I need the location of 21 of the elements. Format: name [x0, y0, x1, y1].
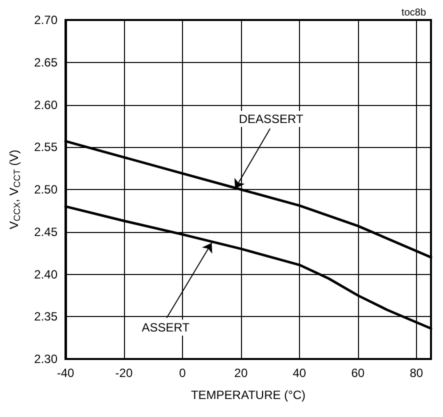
x-axis-title: TEMPERATURE (°C)	[190, 388, 306, 402]
x-tick-label: 40	[292, 366, 306, 380]
y-tick-label: 2.45	[34, 224, 58, 239]
text: toc8b	[402, 8, 426, 18]
y-tick-label: 2.55	[34, 140, 58, 154]
y-tick-label: 2.40	[34, 267, 58, 282]
x-tick-label: 0	[179, 366, 186, 380]
x-tick-label: 80	[410, 366, 424, 380]
y-tick-label: 2.30	[34, 352, 58, 366]
y-tick-label: 2.65	[34, 55, 58, 70]
annotation: ASSERT	[142, 320, 190, 335]
x-tick-label: 60	[351, 366, 365, 380]
annotation: DEASSERT	[238, 112, 304, 126]
x-tick-label: -20	[115, 366, 133, 380]
y-tick-label: 2.60	[34, 98, 58, 112]
x-tick-label: 20	[234, 366, 248, 380]
x-tick-label: -40	[56, 366, 74, 380]
y-tick-label: 2.70	[34, 13, 58, 27]
y-tick-label: 2.50	[34, 182, 58, 196]
y-axis-title: VCCX, VCCT (V)	[7, 150, 22, 230]
y-tick-label: 2.35	[34, 310, 58, 324]
